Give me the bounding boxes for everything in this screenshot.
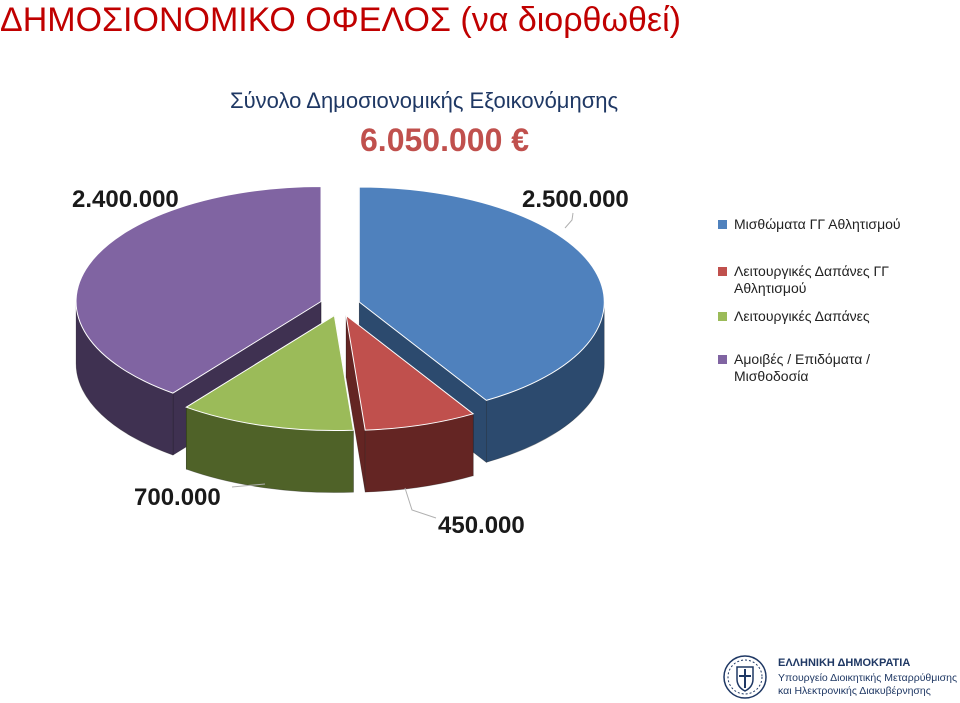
legend-swatch [718,267,727,276]
slide-title: ΔΗΜΟΣΙΟΝΟΜΙΚΟ ΟΦΕΛΟΣ (να διορθωθεί) [0,1,681,39]
footer-ministry-line2: και Ηλεκτρονικής Διακυβέρνησης [778,685,931,697]
chart-total: 6.050.000 € [360,122,530,158]
leader-line-rents [564,212,574,229]
legend-label: Αμοιβές / Επιδόματα / Μισθοδοσία [734,351,871,384]
pie-slice-operating-costs [185,314,355,493]
legend-label: Λειτουργικές Δαπάνες [734,308,870,324]
leader-line-operating-costs-gga [404,487,437,519]
legend-swatch [718,312,727,321]
data-label-salaries: 2.400.000 [72,186,179,213]
legend-swatch [718,355,727,364]
legend-item-operating-costs-gga: Λειτουργικές Δαπάνες ΓΓ Αθλητισμού [718,263,914,297]
footer-ministry-line1: Υπουργείο Διοικητικής Μεταρρύθμισης [778,672,958,684]
footer-country: ΕΛΛΗΝΙΚΗ ΔΗΜΟΚΡΑΤΙΑ [778,657,911,669]
legend-label: Μισθώματα ΓΓ Αθλητισμού [734,216,901,232]
legend-label: Λειτουργικές Δαπάνες ΓΓ Αθλητισμού [734,263,889,296]
ministry-footer: ΕΛΛΗΝΙΚΗ ΔΗΜΟΚΡΑΤΙΑ Υπουργείο Διοικητική… [722,654,957,699]
pie-slice-operating-costs-gga [345,314,475,493]
chart-title: Σύνολο Δημοσιονομικής Εξοικονόμησης [230,88,619,113]
legend-item-salaries: Αμοιβές / Επιδόματα / Μισθοδοσία [718,351,914,385]
legend-item-rents: Μισθώματα ΓΓ Αθλητισμού [718,216,914,233]
leader-line-operating-costs [231,483,266,488]
data-label-rents: 2.500.000 [522,186,629,213]
legend-swatch [718,220,727,229]
legend-item-operating-costs: Λειτουργικές Δαπάνες [718,308,914,325]
data-label-operating-costs-gga: 450.000 [438,512,525,539]
greek-coat-of-arms-icon [723,655,767,699]
data-label-operating-costs: 700.000 [134,484,221,511]
